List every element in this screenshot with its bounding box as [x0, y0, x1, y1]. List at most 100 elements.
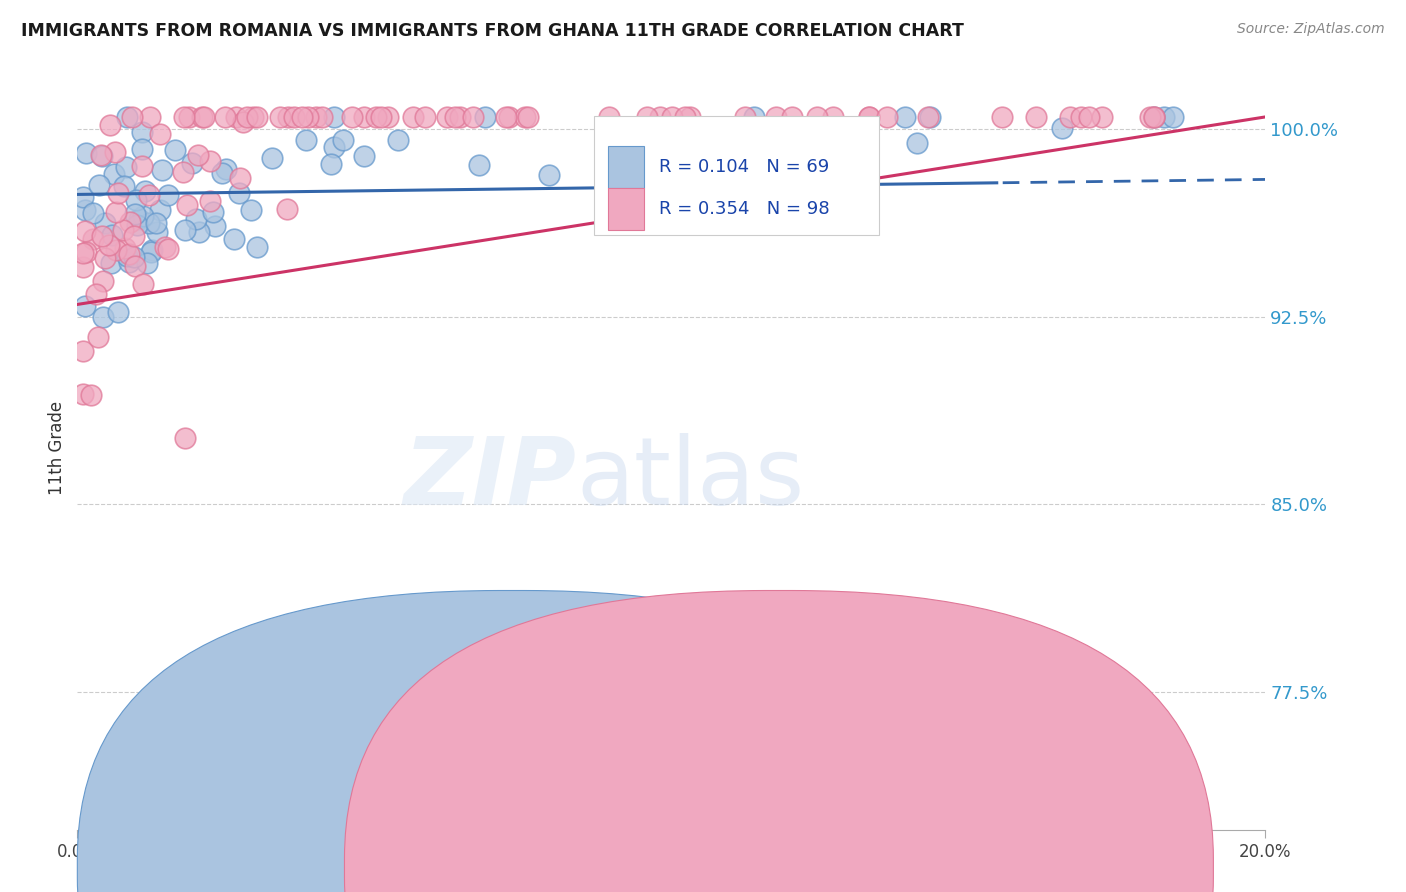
Point — [149, 127, 172, 141]
Point — [225, 110, 247, 124]
Point — [132, 277, 155, 292]
Point — [172, 165, 194, 179]
Point — [187, 225, 209, 239]
Point — [413, 110, 436, 124]
Point — [174, 431, 197, 445]
Point — [107, 305, 129, 319]
Point — [734, 110, 756, 124]
Point — [150, 162, 173, 177]
Point — [449, 110, 471, 124]
Point — [806, 110, 828, 124]
Point — [679, 110, 702, 124]
Point — [141, 244, 163, 258]
Point — [173, 110, 195, 124]
Point — [222, 232, 245, 246]
Point — [858, 110, 880, 124]
Point — [103, 167, 125, 181]
Point — [260, 152, 283, 166]
Text: R = 0.104   N = 69: R = 0.104 N = 69 — [659, 158, 830, 177]
Point — [436, 110, 458, 124]
Point — [122, 229, 145, 244]
Point — [115, 160, 138, 174]
Point — [134, 185, 156, 199]
Point — [104, 243, 127, 257]
Point — [125, 218, 148, 232]
Point — [124, 259, 146, 273]
Point — [468, 158, 491, 172]
Point — [246, 240, 269, 254]
Point — [191, 110, 214, 124]
Point — [153, 239, 176, 253]
Point — [112, 179, 135, 194]
Point — [295, 133, 318, 147]
Point — [276, 202, 298, 216]
Point — [240, 202, 263, 217]
Point — [598, 110, 620, 124]
Point — [101, 228, 124, 243]
Point — [124, 250, 146, 264]
Point — [236, 110, 259, 124]
Point — [648, 110, 671, 124]
Point — [991, 110, 1014, 124]
Point — [138, 216, 160, 230]
Point — [94, 216, 117, 230]
Point — [1139, 110, 1161, 124]
Point — [184, 211, 207, 226]
Text: Immigrants from Romania: Immigrants from Romania — [520, 860, 730, 874]
Point — [117, 255, 139, 269]
FancyBboxPatch shape — [609, 146, 644, 188]
Point — [202, 205, 225, 219]
FancyBboxPatch shape — [609, 187, 644, 229]
Point — [118, 247, 141, 261]
Point — [180, 156, 202, 170]
Point — [305, 110, 328, 124]
Point — [98, 118, 121, 132]
Point — [1078, 110, 1101, 124]
Point — [277, 110, 299, 124]
Text: R = 0.354   N = 98: R = 0.354 N = 98 — [659, 200, 830, 218]
Point — [893, 110, 915, 124]
Point — [1025, 110, 1047, 124]
Point — [157, 187, 180, 202]
Point — [87, 178, 110, 192]
Point — [297, 110, 319, 124]
Point — [91, 310, 114, 324]
Point — [364, 110, 387, 124]
Point — [498, 110, 520, 124]
Point — [807, 130, 830, 145]
Point — [242, 110, 264, 124]
Point — [90, 149, 112, 163]
Point — [157, 242, 180, 256]
Point — [84, 286, 107, 301]
Point — [121, 110, 143, 124]
Point — [269, 110, 291, 124]
Point — [73, 224, 96, 238]
Point — [120, 215, 142, 229]
Point — [145, 225, 167, 239]
Point — [444, 110, 467, 124]
Point — [176, 198, 198, 212]
Point — [1070, 110, 1092, 124]
Point — [661, 110, 683, 124]
Point — [72, 387, 94, 401]
Text: Source: ZipAtlas.com: Source: ZipAtlas.com — [1237, 22, 1385, 37]
Point — [132, 210, 155, 224]
Point — [742, 110, 765, 124]
Point — [100, 256, 122, 270]
Point — [323, 140, 346, 154]
Point — [319, 157, 342, 171]
Point — [138, 188, 160, 202]
Point — [246, 110, 269, 124]
Point — [636, 110, 658, 124]
Point — [165, 143, 187, 157]
Point — [311, 110, 333, 124]
Point — [517, 110, 540, 124]
Text: IMMIGRANTS FROM ROMANIA VS IMMIGRANTS FROM GHANA 11TH GRADE CORRELATION CHART: IMMIGRANTS FROM ROMANIA VS IMMIGRANTS FR… — [21, 22, 965, 40]
FancyBboxPatch shape — [595, 117, 879, 235]
Point — [858, 110, 880, 124]
Point — [72, 190, 94, 204]
Point — [139, 110, 162, 124]
Text: ZIP: ZIP — [404, 433, 576, 524]
Point — [73, 299, 96, 313]
Point — [87, 330, 110, 344]
